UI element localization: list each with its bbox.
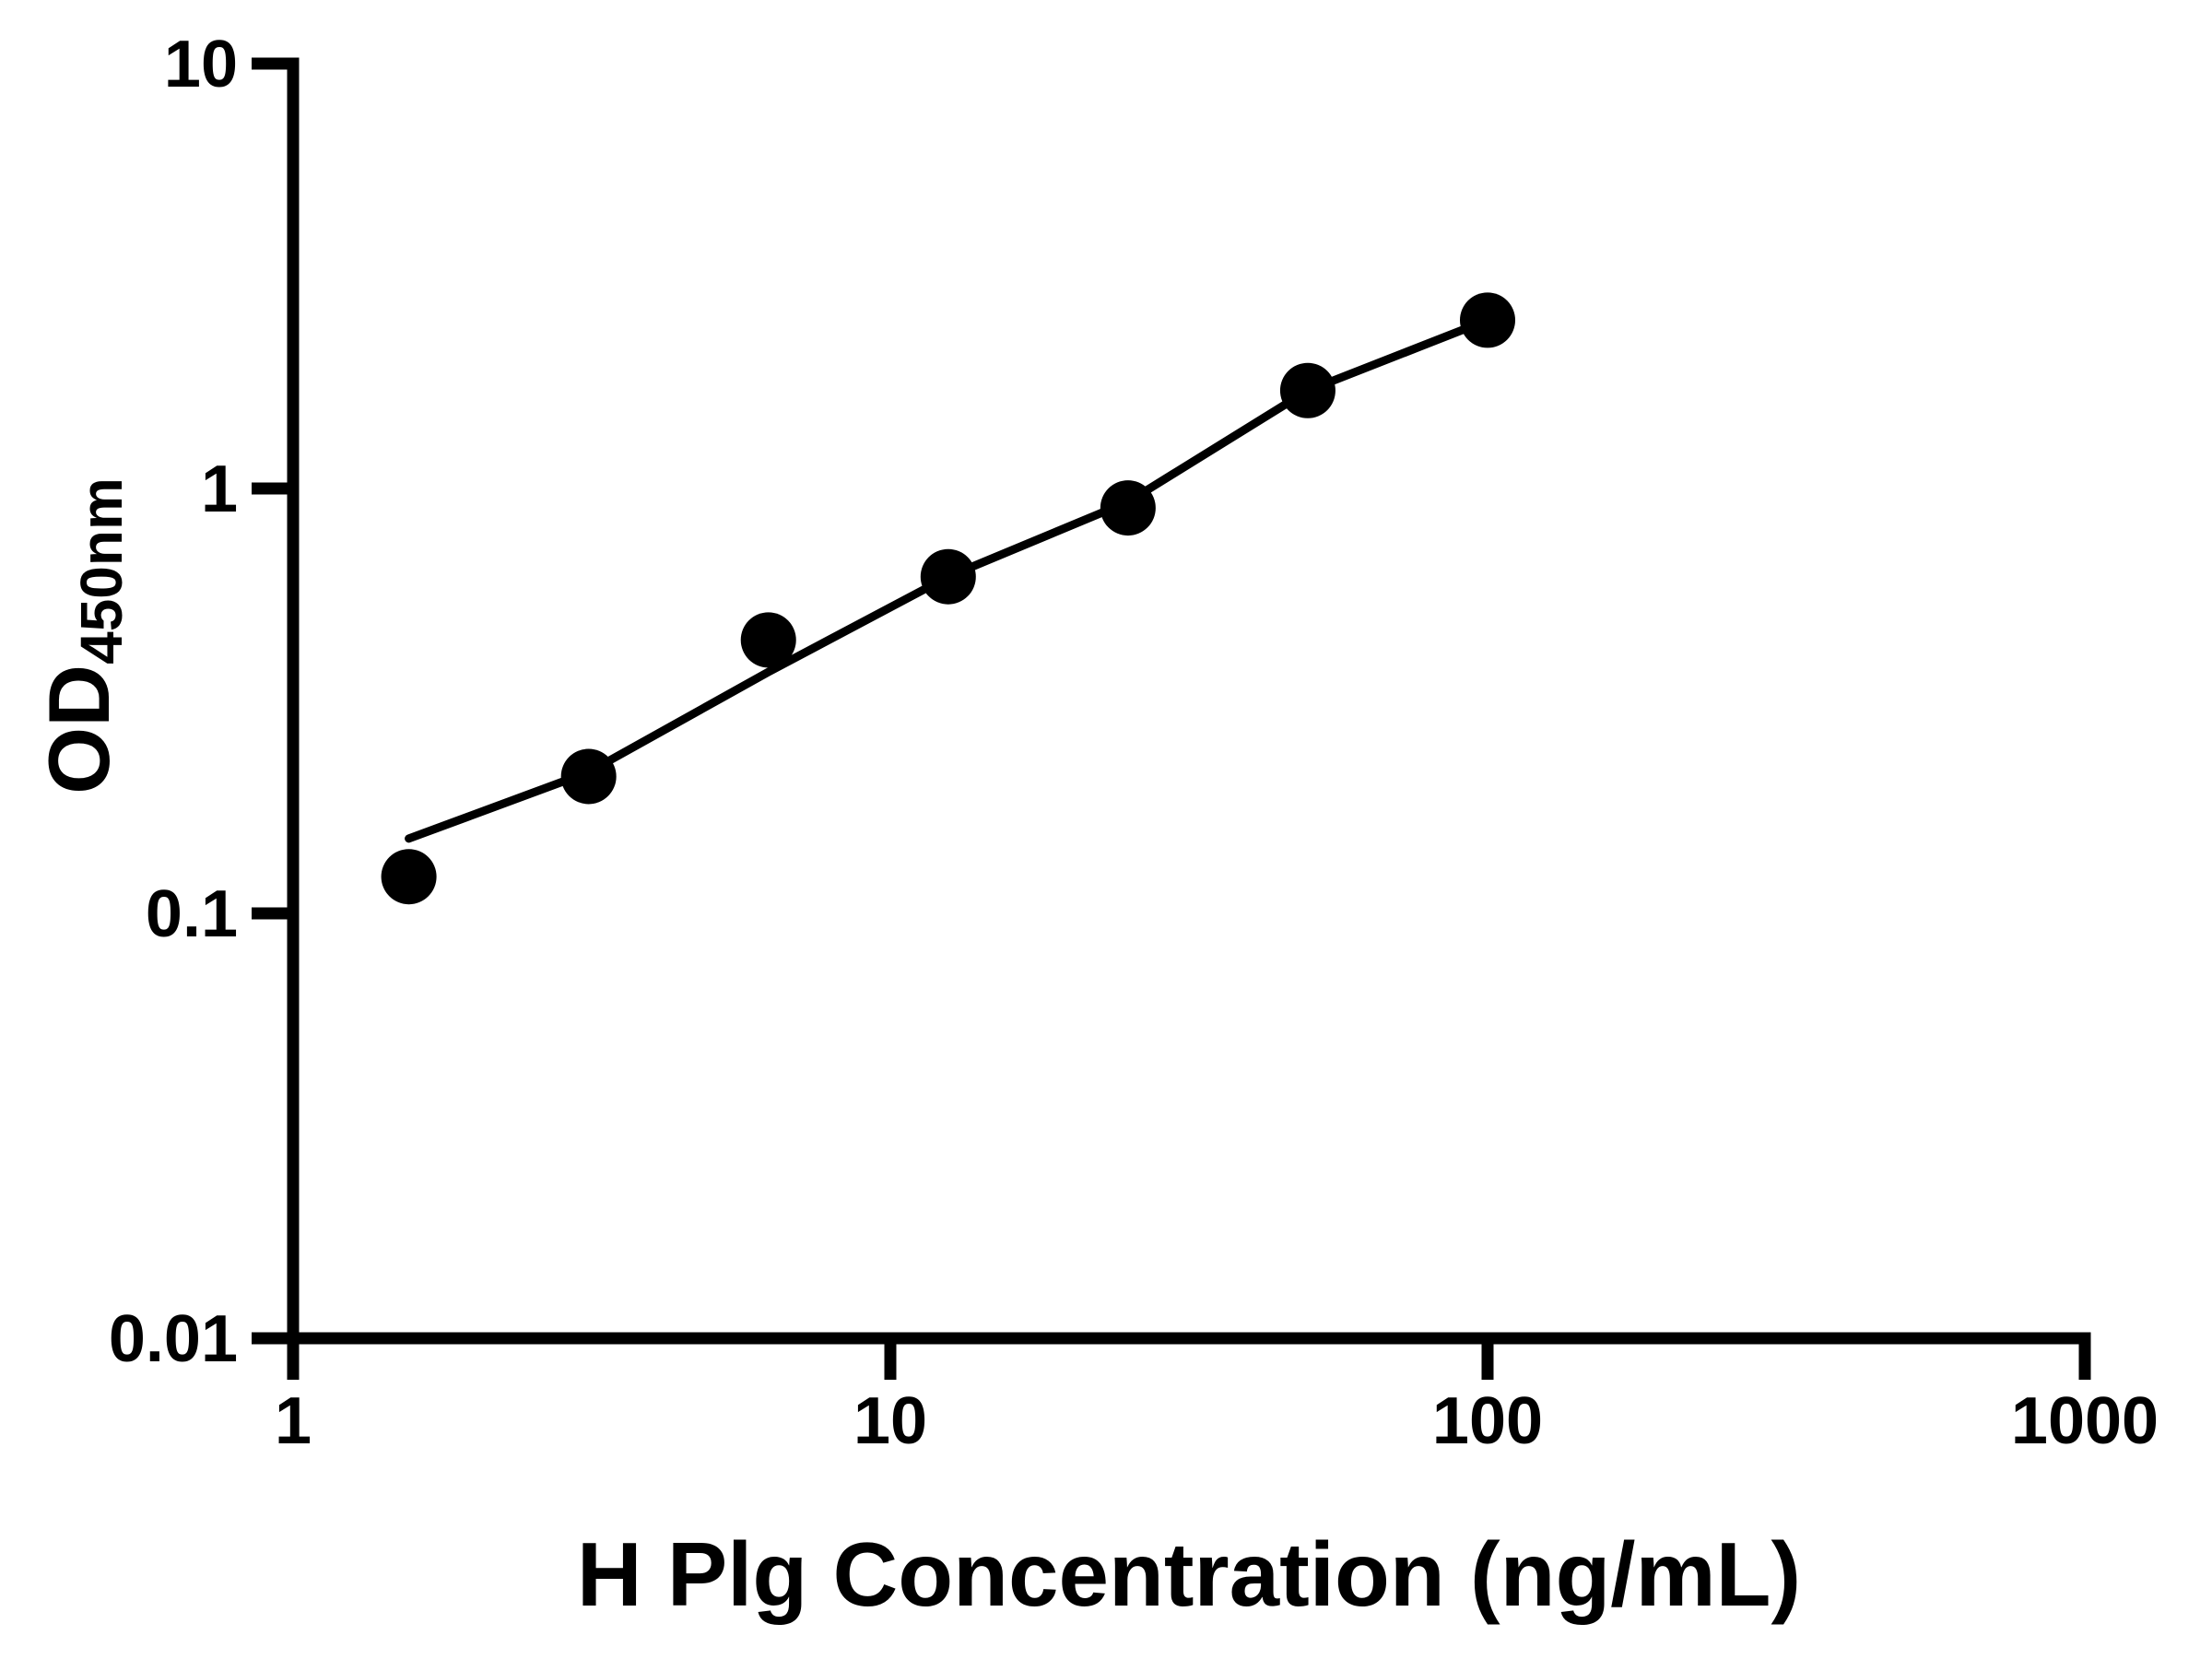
y-tick-label: 0.01 <box>109 1302 238 1376</box>
y-tick-label: 10 <box>164 28 238 101</box>
y-axis-title-main: OD <box>30 665 127 794</box>
axes <box>252 57 2091 1380</box>
axis-frame <box>252 57 2091 1380</box>
x-tick-label: 10 <box>853 1384 927 1458</box>
x-axis-title: H Plg Concentration (ng/mL) <box>577 1524 1801 1625</box>
y-axis-title: OD450nm <box>30 477 135 794</box>
y-axis-title-subscript: 450nm <box>68 477 135 665</box>
x-tick-label: 100 <box>1432 1384 1543 1458</box>
data-point <box>740 612 796 668</box>
axis-ticks: 1 10 100 1000 10 1 0.1 0.01 <box>109 28 2159 1458</box>
x-tick-label: 1000 <box>2011 1384 2159 1458</box>
y-tick-label: 0.1 <box>146 877 238 951</box>
y-tick-label: 1 <box>201 453 238 526</box>
data-series <box>381 292 1515 905</box>
data-point <box>381 849 437 905</box>
fit-curve-line <box>405 315 1492 843</box>
x-tick-label: 1 <box>275 1384 312 1458</box>
